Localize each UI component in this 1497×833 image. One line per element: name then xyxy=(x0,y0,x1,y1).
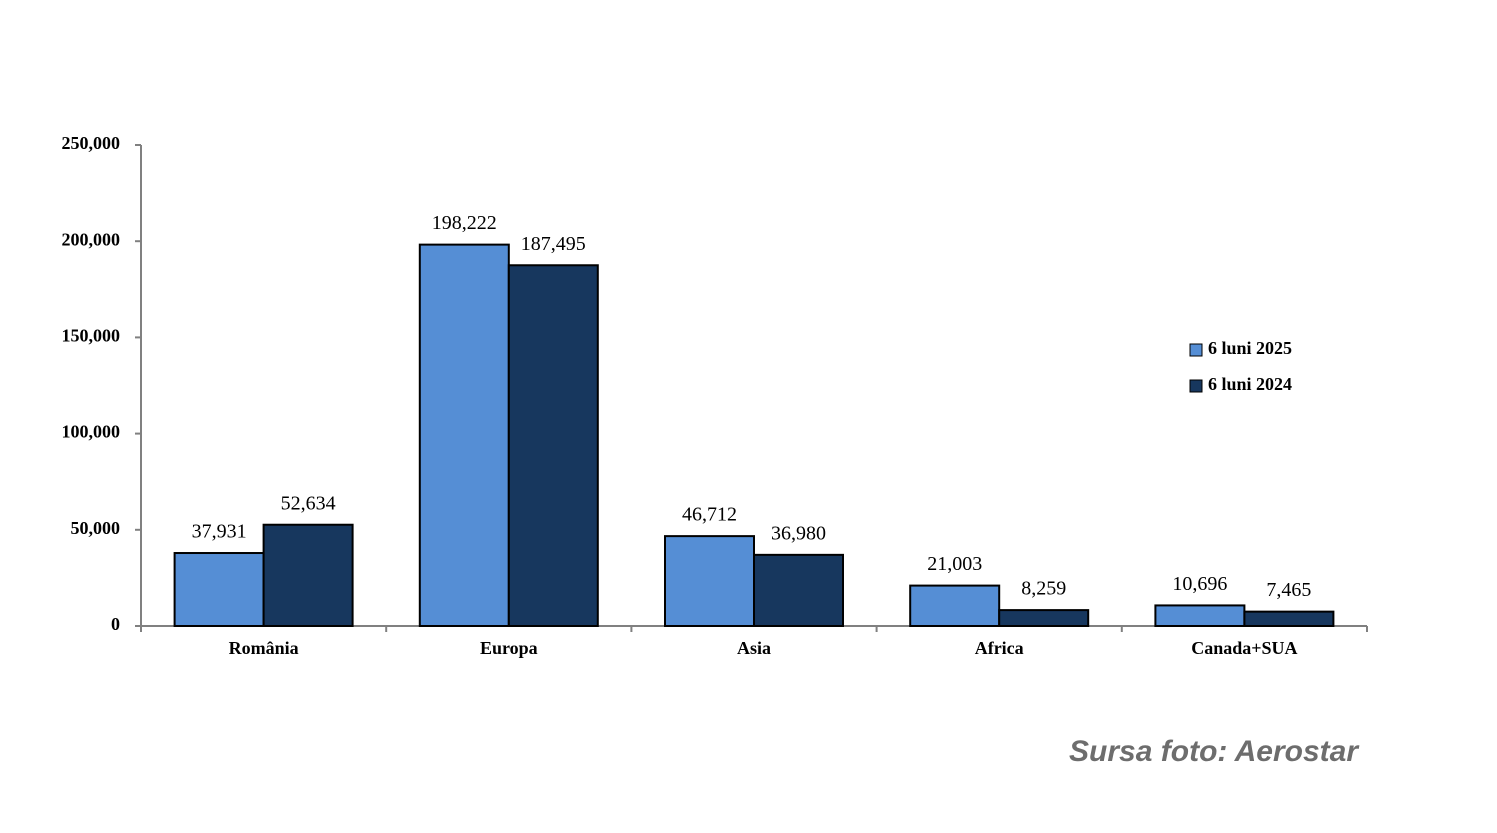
bar xyxy=(418,243,510,627)
y-tick-label: 200,000 xyxy=(62,229,121,249)
x-tick-label: Africa xyxy=(975,638,1024,658)
value-label: 37,931 xyxy=(192,521,247,543)
value-label: 198,222 xyxy=(432,212,497,234)
y-tick-label: 0 xyxy=(111,614,120,634)
x-tick-label: România xyxy=(229,638,299,658)
bar xyxy=(1154,604,1246,628)
x-tick-label: Canada+SUA xyxy=(1191,638,1297,658)
legend-label: 6 luni 2025 xyxy=(1208,338,1292,358)
value-label: 52,634 xyxy=(281,492,336,514)
y-tick-label: 100,000 xyxy=(62,422,121,442)
bar xyxy=(909,584,1001,627)
value-label: 10,696 xyxy=(1172,573,1227,595)
bar xyxy=(664,535,755,627)
source-note: Sursa foto: Aerostar xyxy=(1069,735,1360,768)
value-label: 8,259 xyxy=(1021,578,1066,600)
value-label: 21,003 xyxy=(927,553,982,575)
bar xyxy=(507,264,599,627)
bar xyxy=(998,609,1090,627)
bar xyxy=(173,552,265,627)
value-label: 187,495 xyxy=(521,233,586,255)
y-tick-label: 50,000 xyxy=(71,518,121,538)
bar xyxy=(1243,610,1335,627)
value-label: 46,712 xyxy=(682,504,737,526)
bar xyxy=(262,523,354,627)
y-tick-label: 150,000 xyxy=(62,326,121,346)
x-tick-label: Asia xyxy=(737,638,771,658)
value-label: 7,465 xyxy=(1266,579,1311,601)
legend-swatch xyxy=(1189,379,1203,393)
legend-label: 6 luni 2024 xyxy=(1208,374,1292,394)
x-tick-label: Europa xyxy=(480,638,538,658)
value-label: 36,980 xyxy=(771,522,826,544)
y-tick-label: 250,000 xyxy=(62,133,121,153)
bar xyxy=(753,553,844,627)
legend-swatch xyxy=(1189,343,1203,357)
